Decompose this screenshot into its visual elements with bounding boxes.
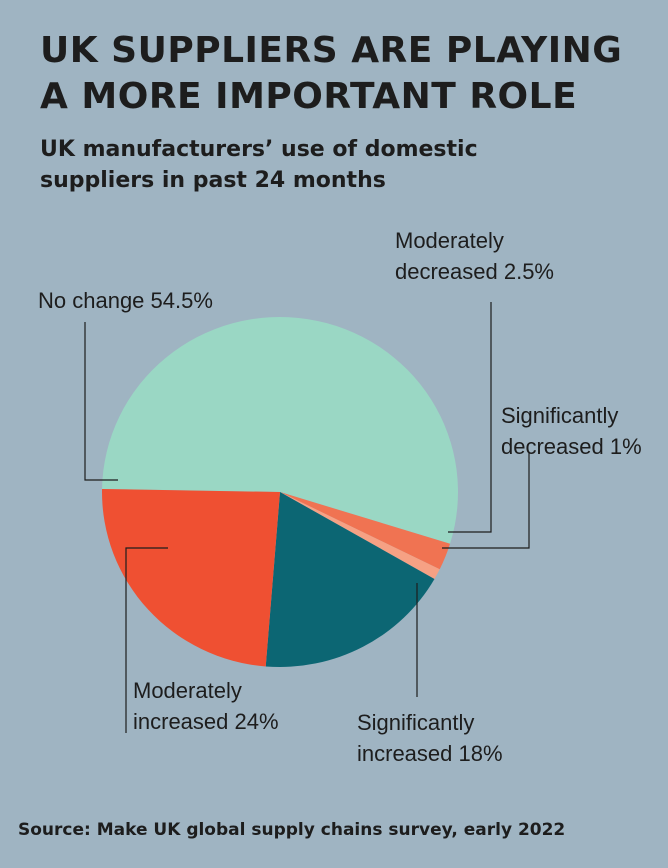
data-label-3: Significantly decreased 1%: [501, 403, 642, 459]
data-label-5-line-2: increased 24%: [133, 709, 279, 734]
leader-lines: [84, 302, 530, 733]
leader-line-1: [84, 322, 118, 481]
pie-slice-moderately-decreased: [280, 492, 451, 570]
data-label-4-line-2: increased 18%: [357, 741, 503, 766]
leader-line-3: [442, 452, 530, 549]
data-label-2-line-1: Moderately: [395, 228, 504, 253]
data-label-5-line-1: Moderately: [133, 678, 242, 703]
data-label-1: No change 54.5%: [38, 288, 213, 313]
pie-slices: [102, 316, 459, 668]
pie-slice-moderately-increased: [102, 488, 280, 667]
data-label-5: Moderately increased 24%: [133, 678, 279, 734]
pie-slice-significantly-decreased: [280, 492, 440, 579]
leader-line-2: [448, 302, 492, 533]
data-label-2-line-2: decreased 2.5%: [395, 259, 554, 284]
data-label-4: Significantly increased 18%: [357, 710, 503, 766]
chart-title: UK SUPPLIERS ARE PLAYING A MORE IMPORTAN…: [40, 30, 623, 117]
data-label-2: Moderately decreased 2.5%: [395, 228, 554, 284]
pie-slice-significantly-increased: [265, 492, 435, 668]
source-note: Source: Make UK global supply chains sur…: [18, 820, 566, 840]
leader-line-5: [125, 547, 168, 733]
pie-slice-no-change: [102, 316, 459, 544]
data-label-3-line-2: decreased 1%: [501, 434, 642, 459]
data-label-1-line-1: No change 54.5%: [38, 288, 213, 313]
data-labels: No change 54.5% Moderately decreased 2.5% S…: [38, 228, 642, 766]
data-label-3-line-1: Significantly: [501, 403, 618, 428]
data-label-4-line-1: Significantly: [357, 710, 474, 735]
chart-subtitle: UK manufacturers’ use of domestic suppli…: [40, 137, 478, 193]
